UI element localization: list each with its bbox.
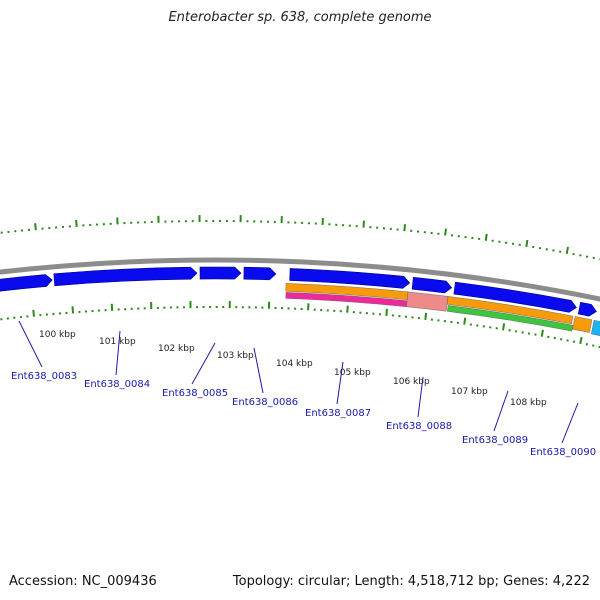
inner-tick-major [424,312,428,320]
cds-arrow [289,268,411,289]
gene-leader-line [336,361,344,405]
outer-tick-major [565,246,569,255]
outer-tick-ring [0,215,600,261]
topology-summary: Topology: circular; Length: 4,518,712 bp… [232,574,590,589]
inner-tick-major [502,323,506,331]
kbp-tick-label: 105 kbp [334,368,371,378]
inner-tick-major [579,336,583,345]
gene-label: Ent638_0088 [386,421,452,432]
gene-leader-line [253,347,264,394]
cds-arrow [411,276,453,294]
outer-tick-major [403,224,406,232]
inner-tick-major [463,317,467,325]
kbp-tick-label: 101 kbp [99,337,136,347]
feature-block [446,296,574,325]
gene-leader-line [115,330,121,376]
cds-arrow [577,301,597,317]
cds-arrow [53,266,198,287]
gene-label: Ent638_0083 [11,371,77,382]
outer-tick-major [362,220,365,228]
cds-arrow [199,266,242,280]
outer-tick-major [484,233,488,241]
gene-leader-line [18,320,43,368]
outer-tick-major [525,239,529,248]
kbp-tick-label: 107 kbp [451,387,488,397]
inner-tick-major [540,329,544,337]
outer-tick-major [444,228,447,236]
outer-tick-major [34,223,37,231]
feature-track [0,266,600,336]
inner-tick-major [32,309,35,317]
gene-labels: Ent638_0083 Ent638_0084 Ent638_0085 Ent638_… [11,320,596,458]
inner-tick-major [71,306,75,314]
accession-text: Accession: NC_009436 [9,574,157,589]
kbp-tick-label: 104 kbp [276,359,313,369]
feature-block [447,305,574,332]
map-title: Enterobacter sp. 638, complete genome [168,10,432,25]
kbp-tick-labels: 100 kbp 101 kbp 102 kbp 103 kbp 104 kbp 105 k… [39,330,547,408]
feature-block [590,319,600,336]
inner-tick-ring [0,301,600,349]
gene-label: Ent638_0089 [462,435,528,446]
gene-label: Ent638_0084 [84,379,150,390]
inner-tick-major [385,308,388,316]
gene-leader-line [561,402,579,444]
cds-arrow [0,274,53,292]
gene-label: Ent638_0090 [530,447,596,458]
kbp-tick-label: 103 kbp [217,351,254,361]
genome-backbone [0,257,600,302]
gene-label: Ent638_0085 [162,388,228,399]
gene-label: Ent638_0087 [305,408,371,419]
gene-leader-line [417,376,424,418]
kbp-tick-label: 108 kbp [510,398,547,408]
kbp-tick-label: 106 kbp [393,377,430,387]
gene-leader-line [493,390,509,432]
kbp-tick-label: 100 kbp [39,330,76,340]
gene-label: Ent638_0086 [232,397,298,408]
cds-arrow [243,266,277,281]
gene-leader-line [191,342,216,385]
feature-block [572,316,593,333]
kbp-tick-label: 102 kbp [158,344,195,354]
feature-block [406,291,449,312]
cds-arrow [453,281,577,313]
